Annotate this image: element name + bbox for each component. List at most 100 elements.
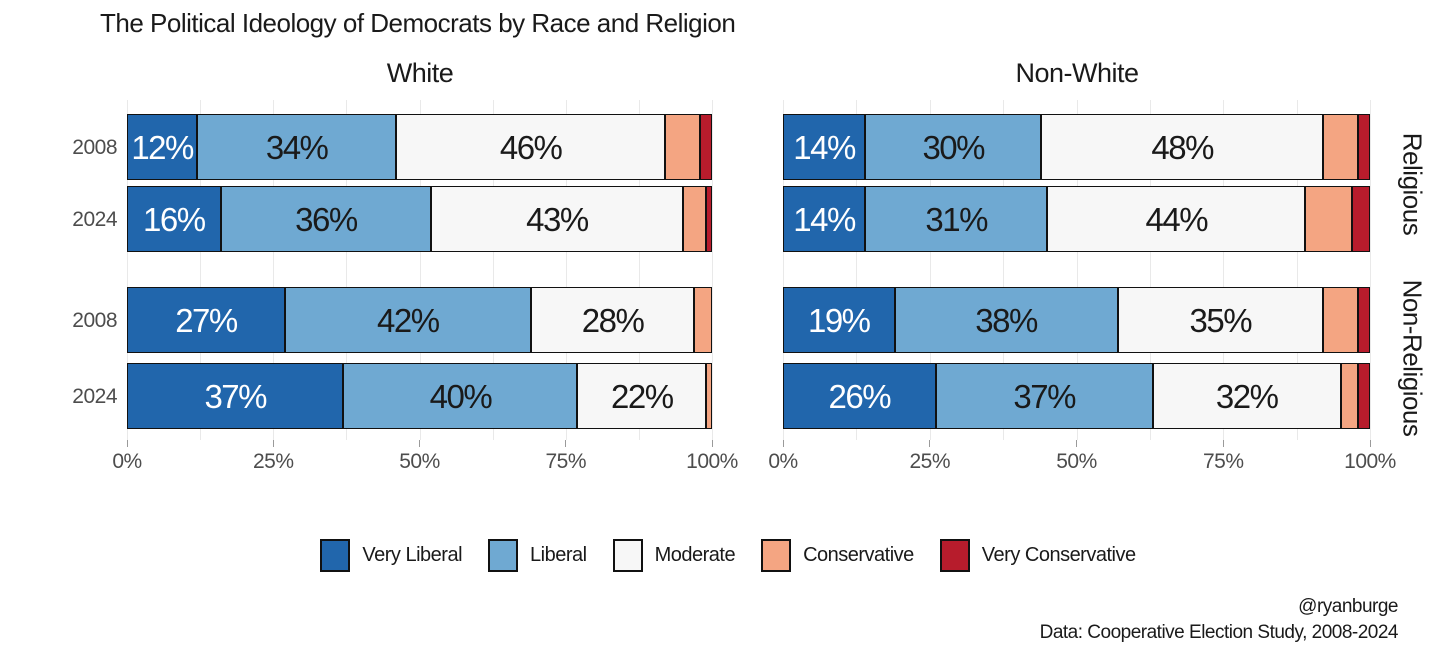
bar-white-religious-2008: 12% 34% 46% [127, 114, 712, 180]
caption: @ryanburge Data: Cooperative Election St… [1039, 594, 1399, 645]
legend-label: Very Conservative [981, 544, 1136, 566]
y-axis-label-non-religious-2024: 2024 [72, 385, 117, 408]
segment-very-liberal: 37% [127, 363, 344, 429]
x-tick-label: 100% [686, 450, 738, 473]
gridline [783, 100, 784, 440]
segment-value-label: 14% [793, 128, 856, 166]
segment-moderate: 48% [1041, 114, 1324, 180]
segment-very-liberal: 14% [783, 186, 866, 252]
segment-value-label: 32% [1215, 377, 1279, 415]
segment-value-label: 38% [975, 301, 1038, 339]
segment-liberal: 36% [220, 186, 432, 252]
gridline [712, 100, 713, 440]
segment-value-label: 16% [143, 200, 206, 238]
segment-very-conservative [1352, 186, 1370, 252]
axis-tick [126, 440, 128, 447]
segment-liberal: 40% [343, 363, 578, 429]
segment-liberal: 37% [935, 363, 1153, 429]
segment-value-label: 37% [204, 377, 267, 415]
legend-item-moderate: Moderate [612, 539, 736, 572]
caption-source: Data: Cooperative Election Study, 2008-2… [1039, 621, 1399, 643]
segment-very-liberal: 16% [127, 186, 221, 252]
segment-value-label: 31% [925, 200, 988, 238]
segment-conservative [1323, 287, 1359, 353]
facet-title-nonwhite: Non-White [1015, 58, 1139, 88]
segment-moderate: 44% [1047, 186, 1306, 252]
segment-very-liberal: 12% [127, 114, 198, 180]
segment-value-label: 40% [429, 377, 493, 415]
bar-non-white-non-religious-2008: 19% 38% 35% [783, 287, 1370, 353]
legend-swatch [488, 539, 519, 572]
bar-non-white-religious-2024: 14% 31% 44% [783, 186, 1370, 252]
segment-very-liberal: 27% [127, 287, 285, 353]
segment-value-label: 34% [265, 128, 329, 166]
y-axis-label-non-religious-2008: 2008 [72, 309, 117, 332]
legend-label: Moderate [654, 544, 736, 566]
segment-very-conservative [1358, 363, 1370, 429]
segment-value-label: 12% [131, 128, 194, 166]
gridline [638, 100, 640, 440]
legend-label: Conservative [803, 544, 914, 566]
legend-item-very-liberal: Very Liberal [320, 539, 463, 572]
gridline [929, 100, 931, 440]
segment-very-liberal: 26% [783, 363, 936, 429]
legend-item-very-conservative: Very Conservative [939, 539, 1136, 572]
segment-value-label: 48% [1151, 128, 1214, 166]
axis-tick [711, 440, 713, 447]
gridline [1370, 100, 1371, 440]
y-axis-label-religious-2008: 2008 [72, 136, 117, 159]
axis-tick [272, 440, 274, 447]
segment-very-liberal: 19% [783, 287, 895, 353]
x-tick-label: 100% [1344, 450, 1396, 473]
segment-conservative [694, 287, 712, 353]
segment-value-label: 44% [1145, 200, 1208, 238]
segment-liberal: 30% [865, 114, 1042, 180]
segment-liberal: 38% [894, 287, 1118, 353]
segment-value-label: 28% [581, 301, 645, 339]
axis-tick [929, 440, 931, 447]
gridline [273, 100, 275, 440]
bar-non-white-religious-2008: 14% 30% 48% [783, 114, 1370, 180]
segment-value-label: 35% [1189, 301, 1253, 339]
x-tick-label: 50% [1056, 450, 1097, 473]
panel-nonwhite: 14% 30% 48% 14% 31% 44% 19% 38% 35% 26% 37% 32% [782, 100, 1371, 447]
segment-value-label: 22% [611, 377, 674, 415]
segment-liberal: 42% [284, 287, 531, 353]
segment-moderate: 22% [577, 363, 707, 429]
row-facet-religious: Religious [1397, 132, 1428, 236]
axis-tick [1222, 440, 1224, 447]
axis-tick [782, 440, 784, 447]
segment-value-label: 37% [1013, 377, 1076, 415]
row-facet-nonreligious: Non-Religious [1397, 279, 1428, 437]
segment-moderate: 35% [1117, 287, 1323, 353]
gridline [346, 100, 348, 440]
segment-value-label: 30% [922, 128, 985, 166]
legend-swatch [939, 539, 970, 572]
gridline [1149, 100, 1151, 440]
gridline [856, 100, 858, 440]
bar-white-non-religious-2024: 37% 40% 22% [127, 363, 712, 429]
segment-moderate: 32% [1152, 363, 1341, 429]
segment-liberal: 31% [865, 186, 1048, 252]
segment-conservative [1340, 363, 1359, 429]
legend-item-liberal: Liberal [488, 539, 587, 572]
segment-value-label: 36% [295, 200, 358, 238]
gridline [200, 100, 202, 440]
segment-value-label: 46% [499, 128, 563, 166]
legend-label: Liberal [530, 544, 587, 566]
x-tick-label: 50% [399, 450, 440, 473]
bar-white-religious-2024: 16% 36% 43% [127, 186, 712, 252]
segment-value-label: 42% [377, 301, 440, 339]
gridline [1003, 100, 1005, 440]
segment-moderate: 28% [530, 287, 695, 353]
segment-very-conservative [700, 114, 712, 180]
segment-very-conservative [1358, 114, 1370, 180]
segment-value-label: 26% [828, 377, 892, 415]
gridline [565, 100, 567, 440]
gridline [1076, 100, 1078, 440]
segment-value-label: 43% [526, 200, 589, 238]
segment-conservative [706, 363, 712, 429]
x-tick-label: 75% [1202, 450, 1244, 473]
gridline [492, 100, 494, 440]
gridline [127, 100, 128, 440]
